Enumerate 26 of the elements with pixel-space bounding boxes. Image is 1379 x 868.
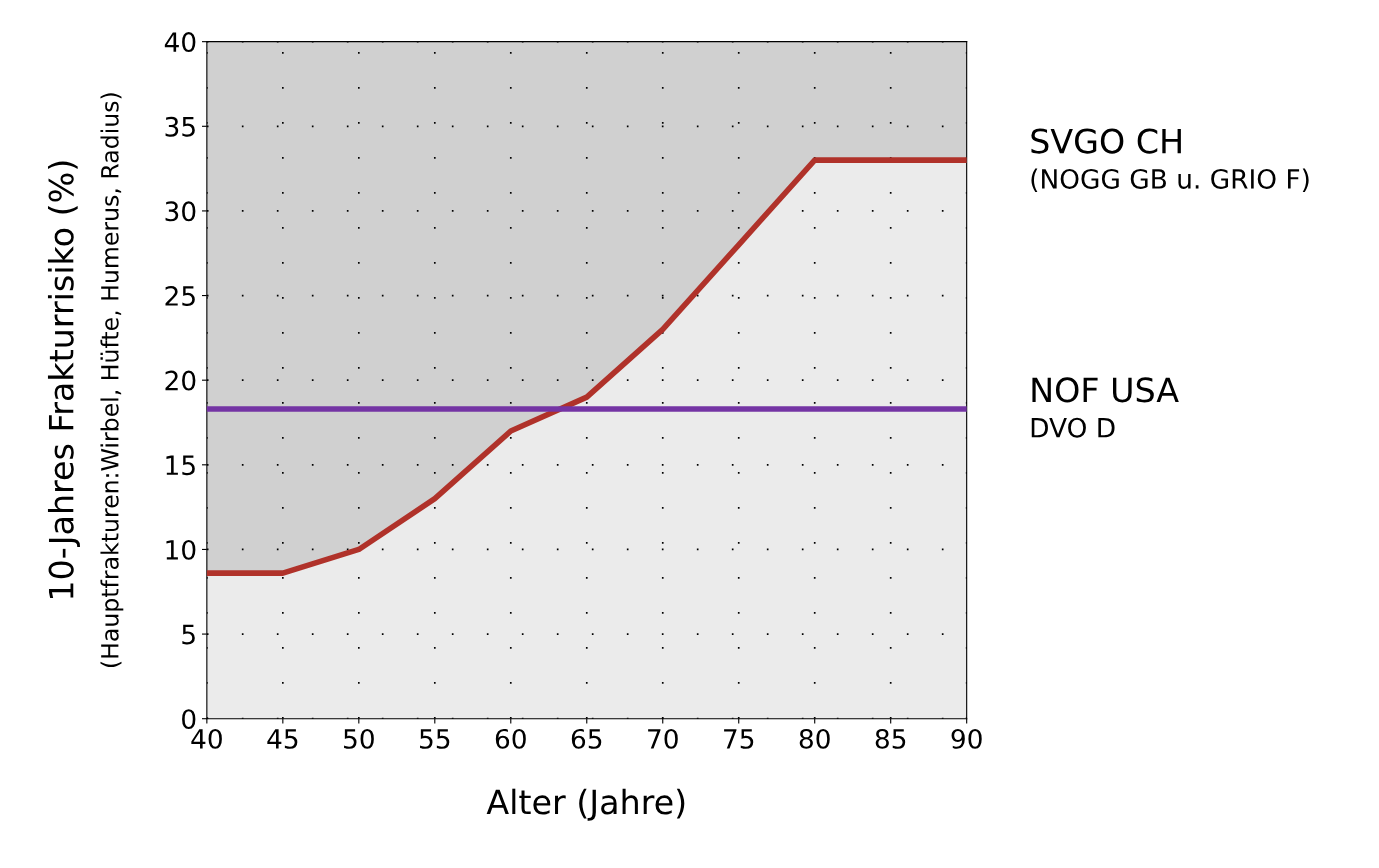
y-tick-label: 20 xyxy=(165,370,196,391)
x-tick-label: 90 xyxy=(951,728,982,749)
y-axis-title: 10-Jahres Frakturrisiko (%) xyxy=(47,161,80,599)
text: (Hauptfrakturen:Wirbel, Hüfte, Humerus, Radius) xyxy=(100,93,124,668)
y-tick-label: 15 xyxy=(166,455,195,476)
x-tick-label: 55 xyxy=(420,729,450,749)
y-tick-label: 5 xyxy=(182,624,195,645)
y-tick-label: 10 xyxy=(166,539,196,560)
annotation: DVO D xyxy=(1031,417,1115,438)
x-tick-label: 75 xyxy=(724,729,754,749)
series-label: NOF USA xyxy=(1032,377,1179,403)
x-tick-label: 85 xyxy=(875,728,906,749)
series-label: SVGO CH xyxy=(1031,128,1181,154)
y-tick-label: 35 xyxy=(165,116,195,137)
x-tick-label: 70 xyxy=(648,728,678,749)
x-tick-label: 80 xyxy=(799,728,830,749)
x-tick-label: 50 xyxy=(344,728,374,749)
y-tick-label: 0 xyxy=(182,709,196,730)
x-tick-label: 45 xyxy=(267,729,298,749)
x-tick-label: 65 xyxy=(571,728,602,749)
y-tick-label: 25 xyxy=(165,285,195,306)
x-tick-label: 60 xyxy=(495,728,526,749)
y-tick-label: 30 xyxy=(165,201,196,222)
y-tick-label: 40 xyxy=(164,32,196,53)
annotation: (NOGG GB u. GRIO F) xyxy=(1031,168,1309,193)
x-axis-title: Alter (Jahre) xyxy=(486,788,685,821)
